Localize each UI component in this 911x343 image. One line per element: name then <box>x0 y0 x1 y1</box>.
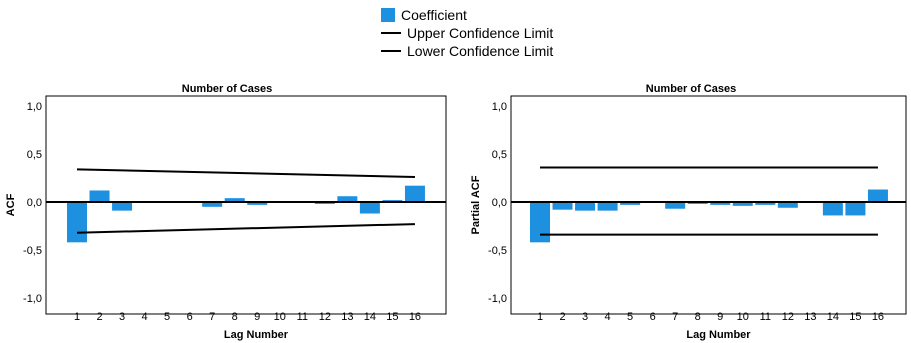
bar-lag-11 <box>755 202 776 205</box>
x-tick-label: 3 <box>119 311 125 323</box>
x-tick-label: 16 <box>872 311 884 323</box>
upper-confidence-limit-line <box>76 168 415 179</box>
bar-lag-16 <box>867 189 888 202</box>
x-tick-label: 13 <box>804 311 816 323</box>
lower-confidence-limit-line <box>76 223 415 234</box>
bar-lag-4 <box>597 202 618 211</box>
bar-lag-14 <box>359 202 380 214</box>
legend-line-upper <box>381 32 401 34</box>
chart-legend: Coefficient Upper Confidence Limit Lower… <box>0 0 911 62</box>
x-tick-label: 15 <box>849 311 861 323</box>
x-tick-label: 8 <box>695 311 701 323</box>
bar-lag-16 <box>404 185 425 202</box>
legend-swatch-coefficient <box>381 8 395 22</box>
bar-lag-1 <box>530 202 550 243</box>
legend-label-upper: Upper Confidence Limit <box>407 25 554 41</box>
bar-lag-12 <box>777 202 798 208</box>
x-tick-label: 7 <box>672 311 678 323</box>
y-axis-label: Partial ACF <box>470 175 482 234</box>
x-tick-label: 3 <box>582 311 588 323</box>
x-tick-label: 9 <box>254 311 260 323</box>
x-tick-label: 11 <box>760 311 771 323</box>
bar-lag-5 <box>620 202 641 205</box>
legend-label-coefficient: Coefficient <box>401 7 467 23</box>
x-tick-label: 14 <box>364 311 376 323</box>
bar-lag-13 <box>337 196 358 202</box>
bar-lag-3 <box>575 202 596 211</box>
legend-item-lower-confidence-limit: Lower Confidence Limit <box>381 42 553 60</box>
x-tick-label: 16 <box>409 311 421 323</box>
bar-lag-9 <box>710 202 731 205</box>
bar-lag-8 <box>224 198 245 202</box>
chart-title: Number of Cases <box>646 83 736 95</box>
y-tick-label: -1,0 <box>23 293 42 305</box>
y-tick-label: 0,5 <box>492 149 507 161</box>
x-tick-label: 8 <box>232 311 238 323</box>
x-tick-label: 4 <box>142 311 148 323</box>
chart-title: Number of Cases <box>182 83 272 95</box>
plot-area <box>45 95 447 315</box>
y-tick-label: -1,0 <box>488 293 507 305</box>
legend-label-lower: Lower Confidence Limit <box>407 43 554 59</box>
bar-lag-3 <box>112 202 133 211</box>
legend-item-upper-confidence-limit: Upper Confidence Limit <box>381 24 553 42</box>
y-tick-label: -0,5 <box>23 245 42 257</box>
x-tick-label: 2 <box>559 311 565 323</box>
y-tick-label: 0,0 <box>492 197 507 209</box>
x-tick-label: 14 <box>827 311 839 323</box>
partial-acf-chart: Number of Cases 1,0 0,5 0,0 -0,5 -1,0 Partial … <box>470 83 907 341</box>
x-tick-label: 10 <box>737 311 749 323</box>
bar-lag-9 <box>247 202 268 205</box>
x-tick-label: 11 <box>297 311 308 323</box>
x-tick-label: 5 <box>164 311 170 323</box>
x-tick-label: 12 <box>782 311 794 323</box>
x-tick-label: 1 <box>537 311 543 323</box>
x-tick-label: 2 <box>96 311 102 323</box>
x-axis-label: Lag Number <box>224 329 289 341</box>
bar-lag-14 <box>822 202 843 216</box>
x-tick-label: 4 <box>605 311 611 323</box>
y-tick-label: 0,5 <box>27 149 42 161</box>
bar-lag-2 <box>552 202 573 210</box>
x-tick-label: 15 <box>386 311 398 323</box>
y-axis-label: ACF <box>5 193 17 216</box>
x-tick-label: 7 <box>209 311 215 323</box>
y-tick-label: 1,0 <box>492 101 507 113</box>
legend-item-coefficient: Coefficient <box>381 6 467 24</box>
x-tick-label: 10 <box>274 311 286 323</box>
x-axis-label: Lag Number <box>686 329 751 341</box>
x-tick-label: 1 <box>74 311 80 323</box>
bar-lag-15 <box>845 202 866 216</box>
bar-lag-7 <box>665 202 686 209</box>
x-tick-label: 12 <box>319 311 331 323</box>
y-tick-label: 0,0 <box>27 197 42 209</box>
bar-lag-10 <box>732 202 753 206</box>
bar-lag-2 <box>89 190 110 202</box>
bar-lag-7 <box>202 202 223 207</box>
legend-line-lower <box>381 50 401 52</box>
x-tick-label: 9 <box>717 311 723 323</box>
y-tick-label: -0,5 <box>488 245 507 257</box>
bar-lag-1 <box>67 202 87 243</box>
y-tick-label: 1,0 <box>27 101 42 113</box>
x-tick-label: 13 <box>341 311 353 323</box>
x-tick-label: 5 <box>627 311 633 323</box>
x-tick-label: 6 <box>650 311 656 323</box>
x-tick-label: 6 <box>187 311 193 323</box>
